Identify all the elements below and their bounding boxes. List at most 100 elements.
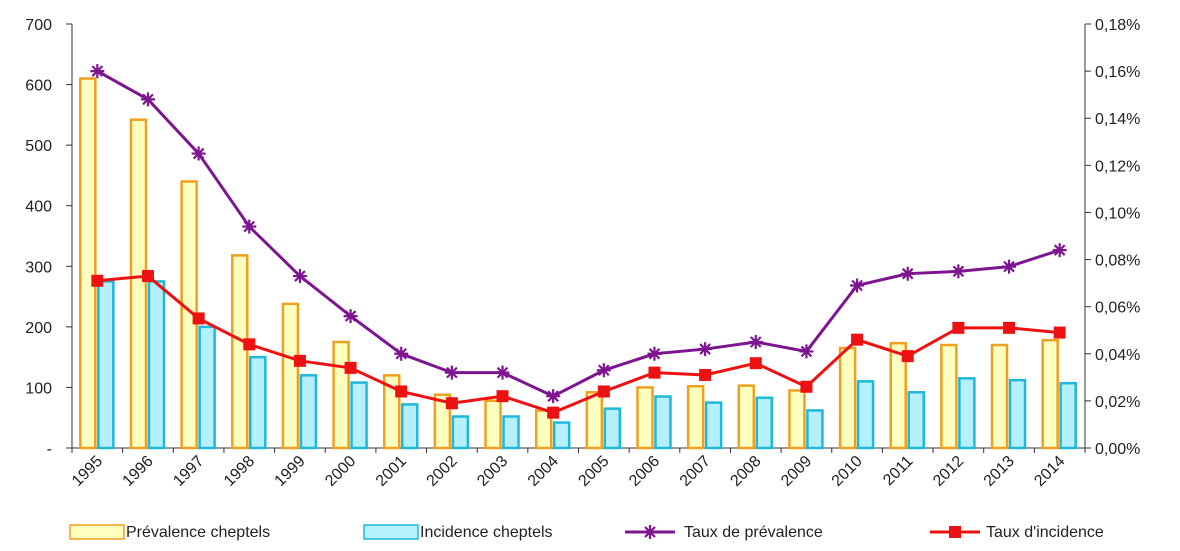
- x-axis-tick-label: 2013: [981, 453, 1018, 490]
- data-point: [91, 274, 104, 287]
- bar: [737, 384, 756, 450]
- left-axis-tick-label: 600: [25, 78, 52, 95]
- left-axis-tick-label: 400: [25, 199, 52, 216]
- bar: [1041, 338, 1059, 450]
- bar: [97, 280, 115, 450]
- data-point: [547, 406, 560, 419]
- bar: [806, 409, 824, 450]
- right-axis-tick-label: 0,08%: [1095, 253, 1140, 270]
- bar: [129, 118, 148, 450]
- x-axis-tick-label: 2014: [1031, 453, 1068, 490]
- x-axis-tick-label: 1995: [69, 453, 106, 490]
- bar: [332, 340, 350, 450]
- left-axis-tick-label: 200: [25, 320, 52, 337]
- data-point: [292, 269, 307, 284]
- data-point: [496, 390, 509, 403]
- x-axis-tick-label: 2012: [930, 453, 967, 490]
- bar: [502, 415, 520, 450]
- line-series-taux-d-incidence: [91, 270, 1066, 419]
- bar: [299, 374, 318, 450]
- legend-label-prevalence-cheptels: Prévalence cheptels: [126, 524, 270, 541]
- bar: [1008, 378, 1027, 450]
- bar: [552, 421, 571, 450]
- legend-marker-star-icon: [643, 525, 657, 539]
- legend-label-incidence-cheptels: Incidence cheptels: [420, 524, 553, 541]
- data-point: [445, 397, 458, 410]
- x-axis-tick-label: 1998: [221, 453, 258, 490]
- left-axis-tick-label: 700: [25, 17, 52, 34]
- bar: [755, 396, 774, 450]
- data-point: [444, 365, 459, 380]
- bar: [889, 341, 907, 450]
- data-point: [597, 385, 610, 398]
- bar: [231, 254, 249, 450]
- right-axis-tick-label: 0,14%: [1095, 111, 1140, 128]
- bar: [79, 77, 97, 450]
- data-point: [699, 368, 712, 381]
- line-series-taux-de-prevalence: [90, 64, 1067, 404]
- data-point: [900, 266, 915, 281]
- data-point: [1053, 326, 1066, 339]
- bar: [603, 407, 622, 450]
- data-point: [243, 338, 256, 351]
- bar: [585, 391, 604, 450]
- bar: [636, 386, 654, 450]
- left-axis-tick-label: 100: [25, 380, 52, 397]
- x-axis-tick-label: 2003: [474, 453, 511, 490]
- bar: [907, 391, 925, 450]
- bar: [856, 380, 875, 450]
- bar: [484, 399, 502, 450]
- right-axis-tick-label: 0,04%: [1095, 347, 1140, 364]
- x-axis-tick-label: 2002: [424, 453, 461, 490]
- right-axis-tick-label: 0,10%: [1095, 205, 1140, 222]
- data-point: [951, 264, 966, 279]
- bar: [198, 325, 216, 450]
- data-point: [141, 270, 154, 283]
- data-point: [800, 380, 813, 393]
- data-point: [242, 219, 257, 234]
- bar: [350, 381, 368, 450]
- right-axis-tick-label: 0,18%: [1095, 17, 1140, 34]
- bar: [451, 415, 470, 450]
- bar: [1059, 381, 1077, 450]
- series-line: [96, 69, 1061, 398]
- data-point: [394, 346, 409, 361]
- left-axis-tick-label: -: [47, 441, 52, 458]
- legend-marker-square-icon: [949, 526, 961, 538]
- x-axis-tick-label: 2010: [829, 453, 866, 490]
- x-axis-tick-label: 2005: [575, 453, 612, 490]
- data-point: [850, 278, 865, 293]
- data-point: [799, 344, 814, 359]
- series-line: [97, 274, 1060, 415]
- x-axis-tick-label: 2001: [373, 453, 410, 490]
- data-point: [191, 146, 206, 161]
- bar: [686, 384, 705, 450]
- data-point: [192, 312, 205, 325]
- data-point: [495, 365, 510, 380]
- bar: [400, 403, 419, 450]
- bar: [704, 401, 723, 450]
- x-axis-tick-label: 1999: [272, 453, 309, 490]
- bar: [788, 389, 806, 450]
- right-axis-tick-label: 0,06%: [1095, 300, 1140, 317]
- legend-swatch-prevalence-cheptels: [69, 524, 125, 540]
- data-point: [851, 333, 864, 346]
- right-axis-tick-label: 0,16%: [1095, 64, 1140, 81]
- data-point: [698, 342, 713, 357]
- right-axis-tick-label: 0,00%: [1095, 441, 1140, 458]
- bar: [147, 280, 166, 450]
- bar: [958, 377, 976, 450]
- data-point: [748, 335, 763, 349]
- bar: [281, 302, 300, 450]
- right-axis-tick-label: 0,12%: [1095, 158, 1140, 175]
- x-axis-tick-label: 2000: [322, 453, 359, 490]
- bar-series-incidence-cheptels: [97, 280, 1077, 450]
- data-point: [344, 361, 357, 374]
- right-axis-tick-label: 0,02%: [1095, 394, 1140, 411]
- data-point: [1003, 321, 1016, 334]
- x-axis-tick-label: 1997: [170, 453, 207, 490]
- legend: Prévalence cheptels Incidence cheptels Tau…: [69, 524, 1104, 541]
- x-axis-tick-label: 1996: [120, 453, 157, 490]
